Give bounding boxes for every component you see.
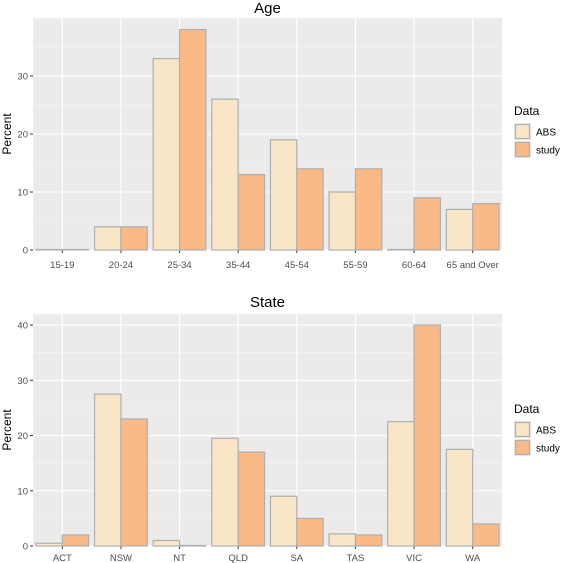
legend: Data ABS study — [514, 402, 560, 456]
legend-title: Data — [514, 104, 540, 118]
bar-study-35-44 — [237, 174, 266, 251]
x-tick-label: 60-64 — [402, 260, 426, 271]
x-tick-label: TAS — [347, 553, 365, 563]
legend-label-study: study — [536, 146, 560, 157]
bar-abs-nt — [152, 539, 181, 547]
bar-study-nt — [178, 544, 207, 547]
bar-abs-sa — [269, 495, 298, 547]
legend: Data ABS study — [514, 104, 560, 158]
bar-study-60-64 — [413, 197, 442, 251]
bar-study-qld — [237, 451, 266, 547]
x-tick-label: NSW — [110, 553, 132, 563]
x-tick-label: WA — [465, 553, 481, 563]
bar-study-25-34 — [178, 29, 207, 251]
legend-label-study: study — [536, 444, 560, 455]
bar-abs-act — [35, 542, 63, 547]
y-tick-label: 20 — [17, 431, 28, 442]
state-chart: 0 10 20 30 40 ACT NSW NT QLD SA TAS VIC WA State Perce… — [0, 294, 560, 563]
x-tick-label: 65 and Over — [447, 260, 499, 271]
x-tick-label: NT — [173, 553, 186, 563]
x-tick-label: ACT — [53, 553, 72, 563]
bar-study-45-54 — [296, 168, 324, 251]
x-tick-label: 55-59 — [343, 260, 367, 271]
bar-abs-45-54 — [269, 139, 298, 251]
x-tick-label: SA — [290, 553, 303, 563]
chart-title: State — [250, 294, 285, 311]
legend-label-abs: ABS — [536, 426, 556, 437]
y-tick-label: 20 — [17, 130, 28, 141]
legend-swatch-study — [514, 141, 531, 158]
x-tick-label: 25-34 — [167, 260, 191, 271]
chart-title: Age — [254, 0, 281, 17]
bar-abs-25-34 — [152, 57, 181, 251]
bar-abs-tas — [328, 533, 357, 547]
x-tick-label: VIC — [406, 553, 422, 563]
bar-abs-60-64 — [387, 248, 415, 251]
bar-abs-nsw — [93, 393, 122, 547]
x-tick-label: 45-54 — [285, 260, 309, 271]
legend-title: Data — [514, 402, 540, 416]
bar-study-55-59 — [354, 168, 383, 251]
y-tick-label: 10 — [17, 188, 28, 199]
bar-abs-65-and-over — [445, 208, 474, 251]
x-tick-label: 35-44 — [226, 260, 250, 271]
bar-abs-20-24 — [93, 226, 122, 251]
bar-study-nsw — [120, 418, 148, 547]
bar-study-sa — [296, 517, 324, 547]
bar-study-act — [61, 534, 90, 547]
bar-study-15-19 — [61, 248, 90, 251]
bar-abs-55-59 — [328, 191, 357, 251]
y-axis-label: Percent — [0, 113, 14, 155]
age-chart: 0 10 20 30 15-19 20-24 25-34 35-44 45-54 55-59 60-… — [0, 0, 560, 271]
x-tick-label: 15-19 — [50, 260, 74, 271]
x-tick-label: 20-24 — [109, 260, 133, 271]
bar-abs-wa — [445, 448, 474, 547]
x-tick-label: QLD — [228, 553, 248, 563]
y-axis-label: Percent — [0, 409, 14, 451]
bar-abs-vic — [387, 421, 415, 547]
legend-swatch-study — [514, 439, 531, 456]
bar-study-tas — [354, 534, 383, 547]
y-tick-label: 30 — [17, 376, 28, 387]
y-tick-label: 0 — [23, 542, 28, 553]
legend-label-abs: ABS — [536, 128, 556, 139]
bar-abs-35-44 — [211, 98, 239, 251]
bar-study-65-and-over — [472, 203, 500, 251]
bar-study-wa — [472, 523, 500, 547]
y-tick-label: 10 — [17, 486, 28, 497]
bar-study-vic — [413, 324, 442, 547]
y-tick-label: 40 — [17, 321, 28, 332]
y-tick-label: 0 — [23, 246, 28, 257]
bar-study-20-24 — [120, 226, 148, 251]
bar-abs-15-19 — [35, 248, 63, 251]
legend-swatch-abs — [514, 421, 531, 438]
y-tick-label: 30 — [17, 72, 28, 83]
legend-swatch-abs — [514, 123, 531, 140]
bar-abs-qld — [211, 437, 239, 547]
